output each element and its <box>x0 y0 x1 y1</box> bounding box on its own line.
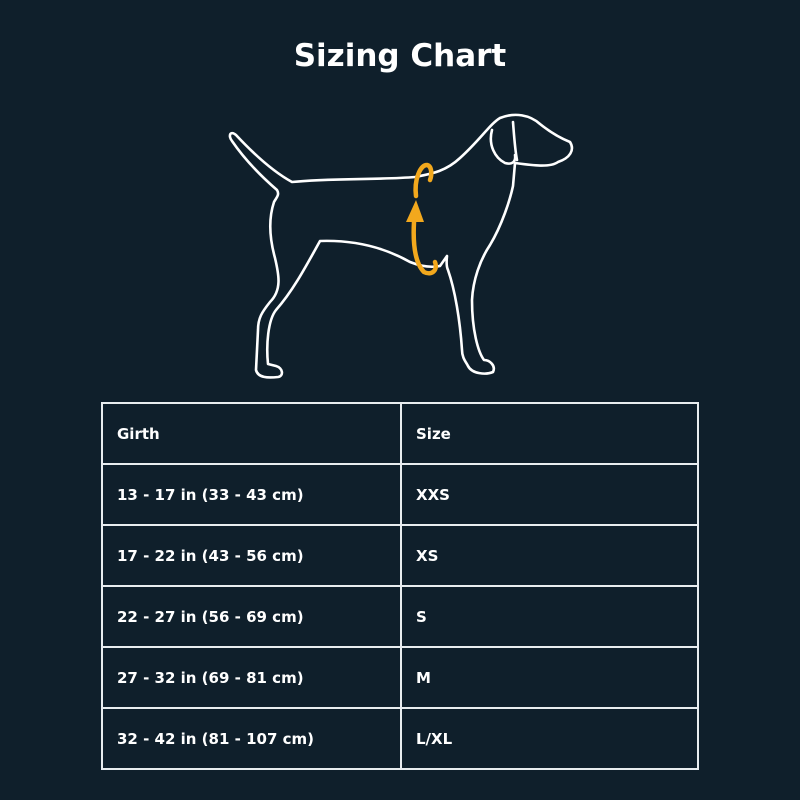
table-header-row: Girth Size <box>101 402 699 465</box>
size-cell: XS <box>400 524 699 587</box>
girth-cell: 17 - 22 in (43 - 56 cm) <box>101 524 402 587</box>
girth-cell: 27 - 32 in (69 - 81 cm) <box>101 646 402 709</box>
table-row: 17 - 22 in (43 - 56 cm) XS <box>101 524 699 587</box>
size-cell: L/XL <box>400 707 699 770</box>
size-cell: XXS <box>400 463 699 526</box>
table-row: 13 - 17 in (33 - 43 cm) XXS <box>101 463 699 526</box>
header-girth: Girth <box>101 402 402 465</box>
header-size: Size <box>400 402 699 465</box>
girth-cell: 13 - 17 in (33 - 43 cm) <box>101 463 402 526</box>
table-row: 27 - 32 in (69 - 81 cm) M <box>101 646 699 709</box>
girth-cell: 22 - 27 in (56 - 69 cm) <box>101 585 402 648</box>
table-row: 22 - 27 in (56 - 69 cm) S <box>101 585 699 648</box>
size-cell: S <box>400 585 699 648</box>
dog-outline-icon <box>228 113 574 379</box>
page-title: Sizing Chart <box>293 38 507 74</box>
girth-measure-loop-icon <box>411 162 438 276</box>
arrow-up-icon <box>406 200 424 222</box>
dog-girth-illustration <box>228 113 574 379</box>
table-row: 32 - 42 in (81 - 107 cm) L/XL <box>101 707 699 770</box>
size-cell: M <box>400 646 699 709</box>
sizing-table: Girth Size 13 - 17 in (33 - 43 cm) XXS 1… <box>101 402 699 770</box>
girth-cell: 32 - 42 in (81 - 107 cm) <box>101 707 402 770</box>
